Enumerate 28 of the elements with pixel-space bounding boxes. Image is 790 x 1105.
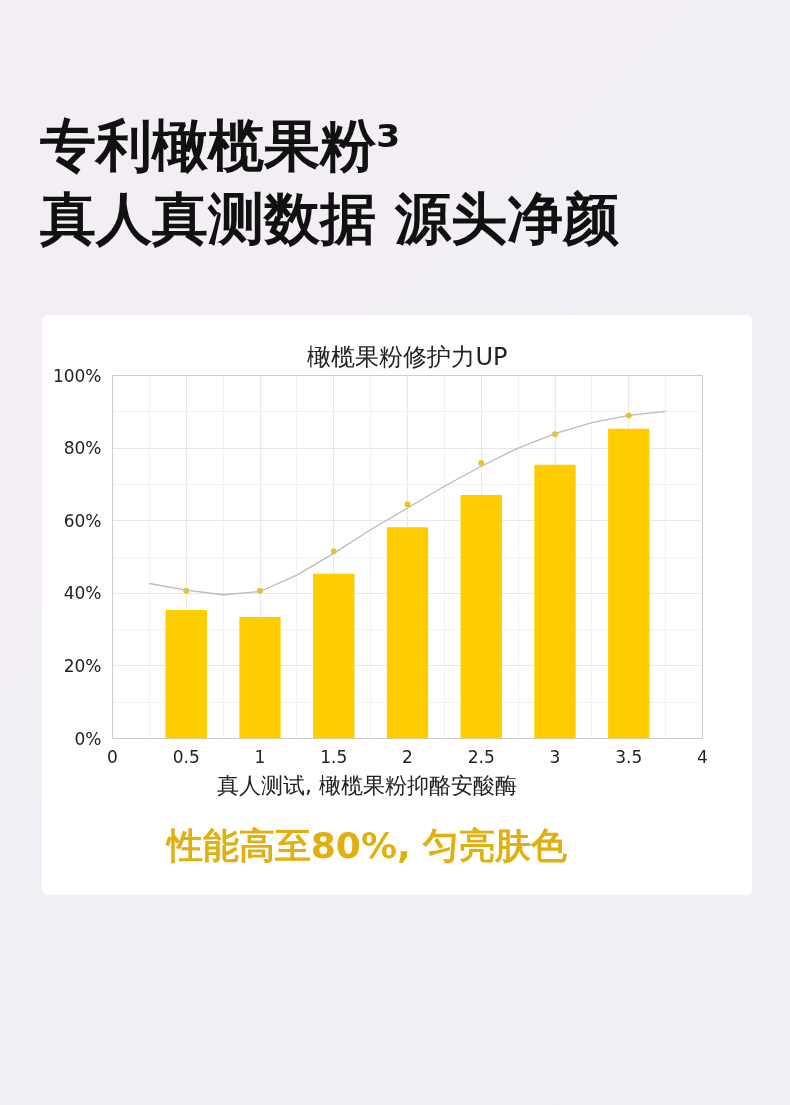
x-tick-label: 3 [549,746,561,767]
bar [460,494,502,739]
bar [313,573,355,739]
bar [386,527,429,739]
y-tick-label: 0% [74,728,102,749]
x-tick-label: 1.5 [320,746,348,767]
y-tick-label: 20% [63,655,102,676]
text: 真人测试, 橄榄果粉抑酪安酸酶 [217,772,517,800]
x-tick-label: 2.5 [467,746,495,767]
y-tick-label: 40% [63,583,102,604]
point [478,459,485,466]
bar [534,464,576,739]
bar [165,610,207,739]
line-series [148,410,667,596]
bar [608,428,650,739]
x-tick-label: 4 [697,746,708,767]
y-tick-label: 100% [52,365,102,386]
x-tick-label: 3.5 [615,746,643,767]
x-tick-label: 1 [254,746,266,767]
bar [239,616,281,739]
x-tick-label: 0 [107,746,118,767]
y-tick-label: 80% [63,438,102,459]
chart-subtitle: 橄榄果粉修护力UP [307,342,508,371]
text: 性能高至80%, 匀亮肤色 [166,824,568,868]
x-tick-label: 2 [402,746,413,767]
chart-title: 专利橄榄果粉³ 真人真测数据 源头净颜 [40,112,620,253]
y-tick-label: 60% [63,510,102,531]
x-tick-label: 0.5 [172,746,200,767]
